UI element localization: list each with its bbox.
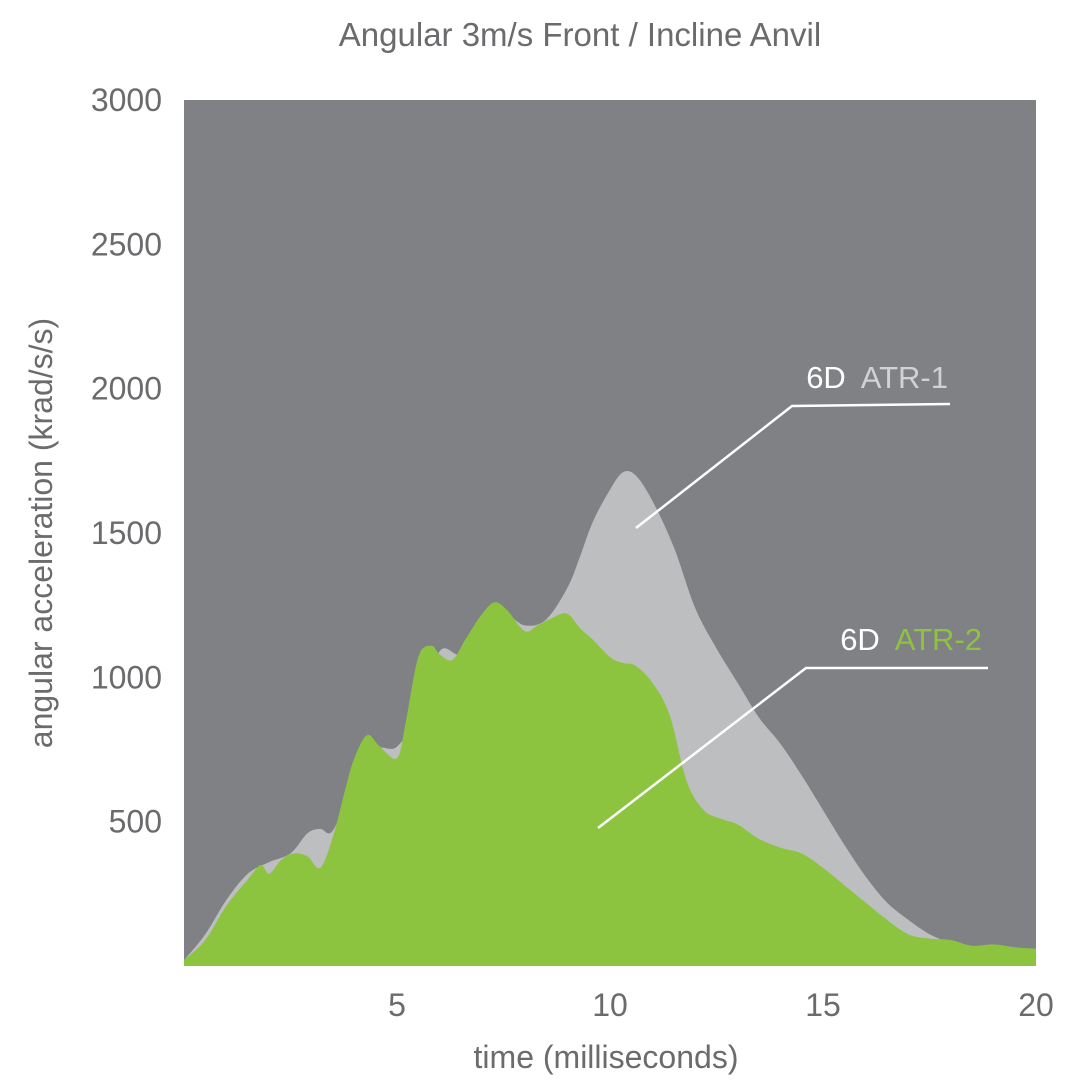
series-name-atr-1: ATR-1 [861, 360, 948, 395]
x-tick-label: 15 [805, 987, 841, 1023]
legend-callout-atr-1: 6D ATR-1 [635, 360, 951, 529]
x-axis-ticks: 5 10 15 20 [388, 987, 1054, 1023]
series-name-atr-2: ATR-2 [895, 622, 982, 657]
y-tick-label: 2500 [91, 226, 162, 262]
x-tick-label: 5 [388, 987, 406, 1023]
callout-line-atr-1 [635, 402, 951, 529]
series-prefix-atr-1: 6D [806, 360, 846, 395]
y-tick-label: 2000 [91, 371, 162, 407]
y-tick-label: 500 [109, 804, 162, 840]
series-areas [184, 470, 1036, 966]
y-tick-label: 1500 [91, 515, 162, 551]
y-axis-label: angular acceleration (krad/s/s) [23, 318, 59, 748]
chart-title: Angular 3m/s Front / Incline Anvil [339, 16, 821, 53]
area-series-atr-2 [184, 602, 1036, 966]
x-tick-label: 20 [1018, 987, 1054, 1023]
x-tick-label: 10 [592, 987, 628, 1023]
callout-line-atr-2 [597, 666, 988, 829]
y-tick-label: 1000 [91, 659, 162, 695]
legend-callout-atr-2: 6D ATR-2 [597, 622, 988, 829]
series-prefix-atr-2: 6D [840, 622, 880, 657]
series-label-atr-2: 6D ATR-2 [840, 622, 982, 657]
y-axis-ticks: 500 1000 1500 2000 2500 3000 [91, 82, 162, 840]
y-tick-label: 3000 [91, 82, 162, 118]
x-axis-label: time (milliseconds) [474, 1039, 739, 1075]
series-label-atr-1: 6D ATR-1 [806, 360, 948, 395]
